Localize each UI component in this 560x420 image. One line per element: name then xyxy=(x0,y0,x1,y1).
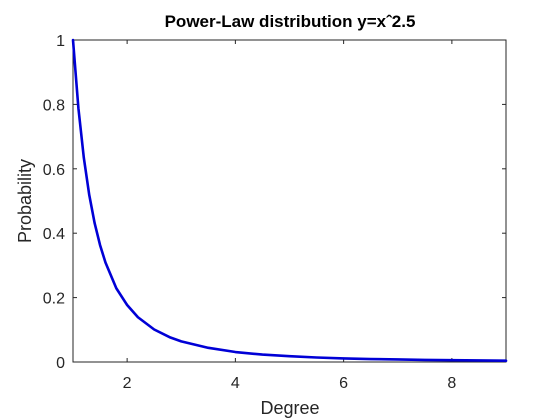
x-axis-label: Degree xyxy=(260,398,319,418)
y-tick-label: 0.4 xyxy=(43,226,65,243)
y-axis-label: Probability xyxy=(15,159,35,243)
plot-area xyxy=(72,39,507,363)
x-tick-label: 8 xyxy=(447,375,456,392)
x-tick-label: 6 xyxy=(339,375,348,392)
axis-ticks: 2 4 6 8 0 0.2 0.4 0.6 0.8 1 xyxy=(43,33,506,392)
y-tick-label: 0.8 xyxy=(43,97,65,114)
series-line xyxy=(71,38,508,362)
y-tick-label: 0.2 xyxy=(43,291,65,308)
series-group xyxy=(71,38,508,362)
x-tick-label: 4 xyxy=(231,375,240,392)
y-tick-label: 1 xyxy=(56,33,65,50)
y-tick-label: 0.6 xyxy=(43,162,65,179)
x-tick-label: 2 xyxy=(123,375,132,392)
y-tick-label: 0 xyxy=(56,355,65,372)
chart-title: Power-Law distribution y=xˆ2.5 xyxy=(165,12,416,31)
